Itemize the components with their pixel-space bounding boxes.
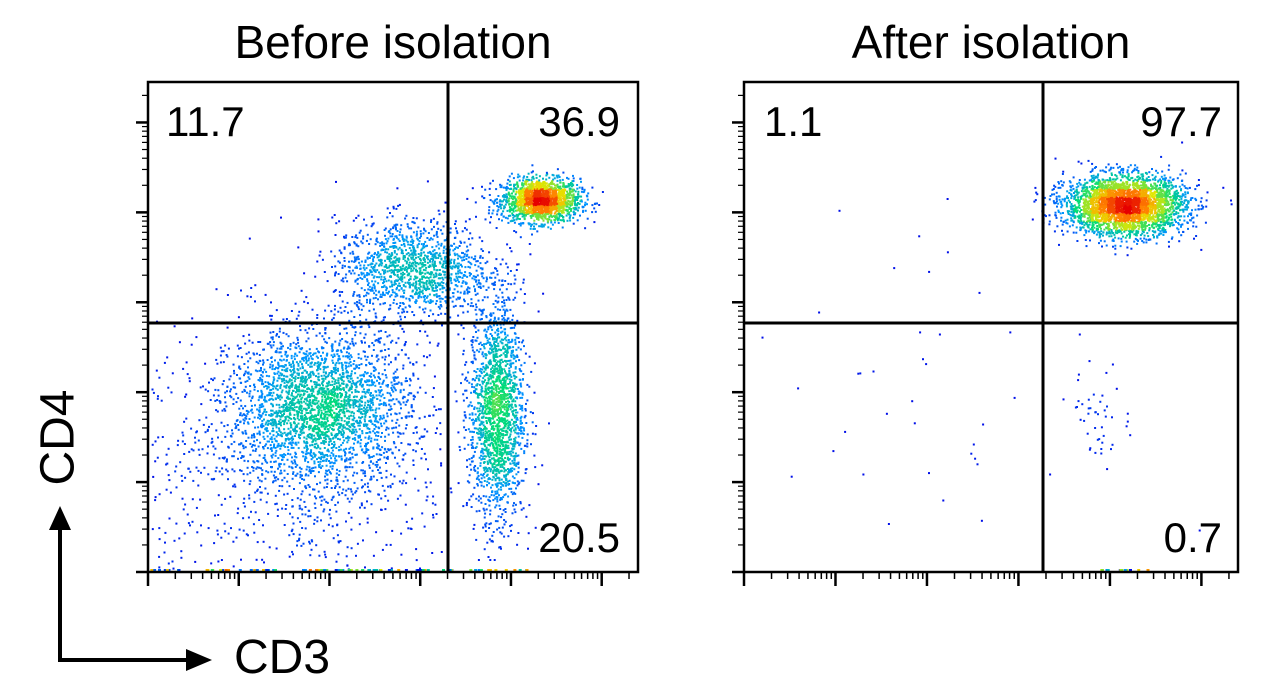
- after-y-ticks: [732, 94, 744, 574]
- after-top-left-percent: 1.1: [764, 98, 823, 145]
- x-axis-label: CD3: [234, 631, 331, 684]
- before-bottom-right-percent: 20.5: [538, 514, 620, 561]
- panel-title-before: Before isolation: [234, 16, 552, 68]
- after-baseline-events: [1100, 569, 1150, 571]
- after-bottom-right-percent: 0.7: [1163, 514, 1222, 561]
- after-plot: [732, 80, 1240, 586]
- before-top-left-percent: 11.7: [166, 98, 245, 145]
- before-y-ticks: [136, 94, 148, 574]
- before-plot-frame: [146, 80, 640, 574]
- before-baseline-events: [150, 569, 529, 571]
- after-x-ticks: [742, 572, 1230, 586]
- before-event-dots: [151, 164, 604, 572]
- before-x-ticks: [146, 572, 630, 586]
- panel-title-after: After isolation: [851, 16, 1131, 68]
- after-top-right-percent: 97.7: [1140, 98, 1222, 145]
- after-plot-frame: [742, 80, 1240, 574]
- x-axis-arrowhead: [186, 649, 212, 671]
- after-event-dots: [761, 141, 1233, 532]
- y-axis-label: CD4: [31, 389, 85, 486]
- before-top-right-percent: 36.9: [538, 98, 620, 145]
- before-plot: [136, 80, 640, 586]
- y-axis-arrowhead: [49, 506, 71, 530]
